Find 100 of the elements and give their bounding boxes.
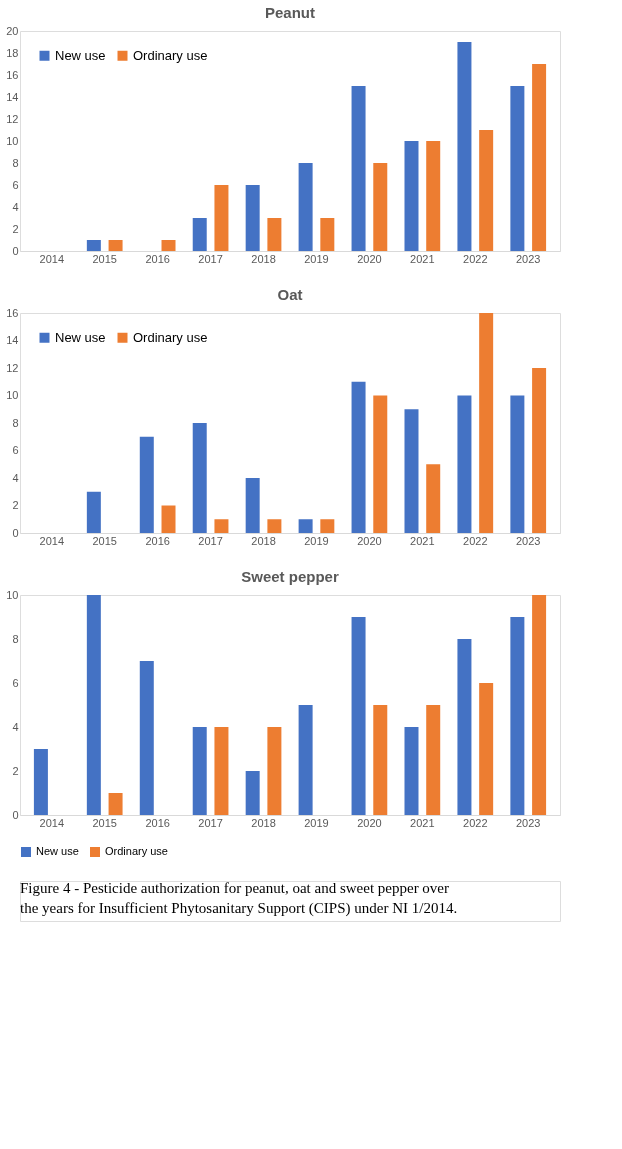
y-tick-label: 2 [12,499,19,511]
x-tick-label: 2020 [357,816,382,829]
x-tick-label: 2017 [198,816,223,829]
x-tick-label: 2019 [304,534,329,547]
x-tick-label: 2015 [92,816,117,829]
bar [479,313,494,533]
bar [192,218,207,251]
x-tick-label: 2014 [39,534,65,547]
bar [33,749,48,815]
bar [214,185,229,251]
y-tick-label: 20 [6,24,19,37]
bar [139,436,154,533]
bar [192,423,207,533]
x-tick-label: 2022 [463,816,488,829]
y-tick-label: 2 [12,764,19,777]
bar [320,218,335,251]
bar [479,130,494,251]
bar [86,491,101,533]
bar [351,381,366,533]
bar [351,617,366,815]
y-tick-label: 10 [6,588,19,601]
y-tick-label: 6 [12,444,19,456]
bar [510,86,525,251]
y-tick-label: 12 [6,361,19,374]
bar [161,240,176,251]
x-tick-label: 2023 [515,534,541,547]
y-tick-label: 6 [12,676,19,689]
bar [457,42,472,251]
bar [298,163,313,251]
bar [320,519,335,533]
bar [267,519,282,533]
x-tick-label: 2019 [304,252,329,265]
x-tick-label: 2018 [251,534,276,547]
bar [108,793,123,815]
x-tick-label: 2021 [410,816,435,829]
bar [457,639,472,815]
y-tick-label: 14 [6,90,19,103]
caption: Figure 4 - Pesticide authorization for peanut, oat and sweet pepper over the years for Insufficient Phytosanitary Support (CIPS) under NI 1/2014. [20,880,458,917]
x-tick-label: 2017 [198,534,223,547]
bar [86,240,101,251]
x-tick-label: 2018 [251,252,276,265]
bar [108,240,123,251]
x-tick-label: 2016 [145,816,170,829]
bar [426,705,441,815]
bar [532,595,547,815]
bar [245,185,260,251]
x-tick-label: 2016 [145,252,170,265]
bar [214,727,229,815]
bar [86,595,101,815]
bar [373,395,388,533]
bar [351,86,366,251]
x-tick-label: 2015 [92,252,117,265]
legend-label: New use [55,47,106,63]
legend-label: Ordinary use [133,47,208,63]
y-tick-label: 2 [12,222,19,235]
x-tick-label: 2023 [515,816,541,829]
x-tick-label: 2023 [515,252,541,265]
x-tick-label: 2015 [92,534,117,547]
x-tick-label: 2020 [357,252,382,265]
legend-label: Ordinary use [105,845,168,857]
x-tick-label: 2020 [357,534,382,547]
y-tick-label: 0 [12,526,19,539]
bar [267,727,282,815]
legend-label: Ordinary use [133,329,208,345]
y-tick-label: 8 [12,156,19,169]
bar [510,617,525,815]
y-tick-label: 14 [6,334,19,346]
y-tick-label: 0 [12,244,19,257]
y-tick-label: 0 [12,808,19,821]
bar [245,478,260,533]
chart-title: Sweet pepper [241,568,339,585]
bar [161,505,176,533]
legend-label: New use [55,329,106,345]
y-tick-label: 10 [6,134,19,147]
bar [192,727,207,815]
bar [532,368,547,533]
y-tick-label: 4 [12,200,19,213]
legend-label: New use [36,845,79,857]
x-tick-label: 2022 [463,534,488,547]
x-tick-label: 2016 [145,534,170,547]
bar [532,64,547,251]
x-tick-label: 2019 [304,816,329,829]
bar [404,141,419,251]
x-tick-label: 2022 [463,252,488,265]
x-tick-label: 2014 [39,816,65,829]
bar [404,727,419,815]
y-tick-label: 4 [12,720,19,733]
bar [298,705,313,815]
bar [479,683,494,815]
y-tick-label: 6 [12,178,19,191]
bar [373,705,388,815]
bar [426,141,441,251]
chart-title: Peanut [264,4,316,21]
bar [267,218,282,251]
y-tick-label: 18 [6,46,19,59]
x-tick-label: 2014 [39,252,65,265]
chart-title: Oat [277,286,303,303]
x-tick-label: 2018 [251,816,276,829]
bar [298,519,313,533]
y-tick-label: 16 [6,68,19,81]
